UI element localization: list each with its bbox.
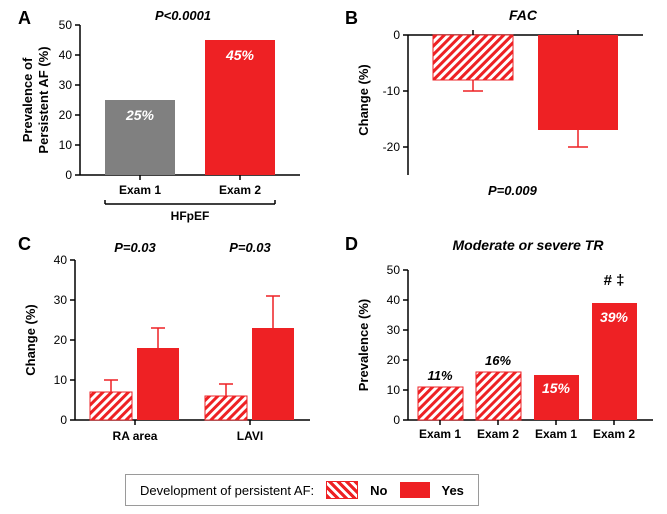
panel-c-chart: 0 10 20 30 40 Change (%) RA area LAVI P=…: [0, 230, 333, 465]
svg-text:LAVI: LAVI: [237, 429, 263, 443]
svg-text:Exam 1: Exam 1: [535, 427, 577, 441]
svg-text:Exam 2: Exam 2: [219, 183, 261, 197]
svg-text:0: 0: [393, 413, 400, 427]
svg-text:Exam 2: Exam 2: [593, 427, 635, 441]
panel-a-barlabel-2: 45%: [225, 47, 255, 63]
svg-text:P=0.03: P=0.03: [229, 240, 271, 255]
svg-text:16%: 16%: [485, 353, 511, 368]
svg-text:Exam 2: Exam 2: [477, 427, 519, 441]
legend: Development of persistent AF: No Yes: [125, 474, 479, 506]
panel-b-ylabel: Change (%): [356, 64, 371, 136]
svg-text:P=0.03: P=0.03: [114, 240, 156, 255]
panel-b: B FAC 0 -10 -20 Change (%) P=0.009: [333, 0, 667, 230]
panel-a-ylabel2: Persistent AF (%): [36, 46, 51, 153]
svg-text:50: 50: [59, 18, 73, 32]
svg-text:10: 10: [54, 373, 68, 387]
svg-text:Exam 1: Exam 1: [419, 427, 461, 441]
panel-d-title: Moderate or severe TR: [453, 237, 605, 253]
panel-d: D Moderate or severe TR 0 10 20 30 40 50…: [333, 230, 667, 465]
svg-text:0: 0: [65, 168, 72, 182]
svg-text:HFpEF: HFpEF: [171, 209, 210, 223]
panel-a-pvalue: P<0.0001: [155, 8, 211, 23]
svg-text:-20: -20: [383, 140, 401, 154]
svg-text:11%: 11%: [427, 368, 452, 383]
svg-text:# ‡: # ‡: [604, 272, 625, 289]
svg-text:Exam 1: Exam 1: [119, 183, 161, 197]
legend-swatch-yes: [400, 482, 430, 498]
svg-text:-10: -10: [383, 84, 401, 98]
panel-c: C 0 10 20 30 40 Change (%) RA area LAVI …: [0, 230, 333, 465]
panel-b-pvalue: P=0.009: [488, 183, 538, 198]
panel-b-bar-2: [538, 35, 618, 130]
svg-text:10: 10: [387, 383, 401, 397]
panel-d-chart: Moderate or severe TR 0 10 20 30 40 50 P…: [333, 230, 667, 465]
svg-text:15%: 15%: [542, 380, 571, 396]
svg-text:40: 40: [59, 48, 73, 62]
panel-a-chart: 0 10 20 30 40 50 Prevalence of Persisten…: [0, 0, 333, 230]
panel-b-title: FAC: [509, 7, 538, 23]
svg-text:50: 50: [387, 263, 401, 277]
svg-text:RA area: RA area: [113, 429, 158, 443]
panel-b-chart: FAC 0 -10 -20 Change (%) P=0.009: [333, 0, 667, 230]
panel-b-bar-1: [433, 35, 513, 80]
legend-label-no: No: [370, 483, 387, 498]
svg-text:20: 20: [59, 108, 73, 122]
svg-text:30: 30: [387, 323, 401, 337]
svg-text:30: 30: [54, 293, 68, 307]
panel-a-ylabel1: Prevalence of: [20, 57, 35, 142]
panel-a-barlabel-1: 25%: [125, 107, 155, 123]
svg-text:10: 10: [59, 138, 73, 152]
panel-c-ylabel: Change (%): [23, 304, 38, 376]
svg-text:40: 40: [387, 293, 401, 307]
panel-a: A 0 10 20 30 40 50 Prevalence of Persist…: [0, 0, 333, 230]
svg-text:40: 40: [54, 253, 68, 267]
legend-swatch-no: [326, 481, 358, 499]
svg-text:20: 20: [387, 353, 401, 367]
svg-text:30: 30: [59, 78, 73, 92]
svg-text:20: 20: [54, 333, 68, 347]
svg-text:39%: 39%: [600, 309, 629, 325]
svg-text:0: 0: [393, 28, 400, 42]
legend-label-yes: Yes: [442, 483, 464, 498]
panel-a-yticks: 0 10 20 30 40 50: [59, 18, 80, 182]
panel-d-ylabel: Prevalence (%): [356, 299, 371, 392]
legend-title: Development of persistent AF:: [140, 483, 314, 498]
svg-text:0: 0: [60, 413, 67, 427]
